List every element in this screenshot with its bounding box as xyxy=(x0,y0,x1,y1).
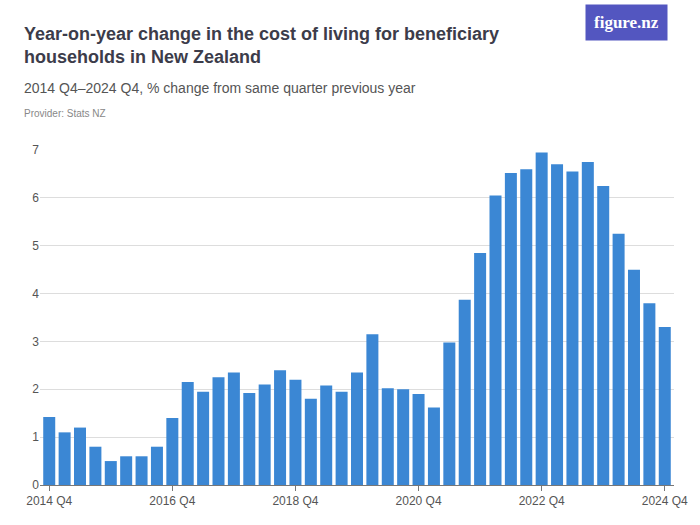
svg-text:2: 2 xyxy=(32,382,39,396)
svg-text:3: 3 xyxy=(32,335,39,349)
svg-text:1: 1 xyxy=(32,430,39,444)
svg-text:2014 Q4: 2014 Q4 xyxy=(26,494,72,508)
svg-text:2016 Q4: 2016 Q4 xyxy=(149,494,195,508)
svg-text:5: 5 xyxy=(32,239,39,253)
svg-text:7: 7 xyxy=(32,143,39,157)
svg-text:2020 Q4: 2020 Q4 xyxy=(396,494,442,508)
svg-text:4: 4 xyxy=(32,287,39,301)
svg-text:figure.nz: figure.nz xyxy=(594,13,659,32)
svg-text:2014 Q4–2024 Q4, % change from: 2014 Q4–2024 Q4, % change from same quar… xyxy=(24,80,416,96)
svg-text:0: 0 xyxy=(32,478,39,492)
svg-text:2024 Q4: 2024 Q4 xyxy=(642,494,688,508)
svg-text:2018 Q4: 2018 Q4 xyxy=(272,494,318,508)
svg-text:6: 6 xyxy=(32,191,39,205)
svg-text:Year-on-year change in the cos: Year-on-year change in the cost of livin… xyxy=(24,24,499,67)
svg-text:2022 Q4: 2022 Q4 xyxy=(519,494,565,508)
svg-text:Provider: Stats NZ: Provider: Stats NZ xyxy=(24,108,106,119)
